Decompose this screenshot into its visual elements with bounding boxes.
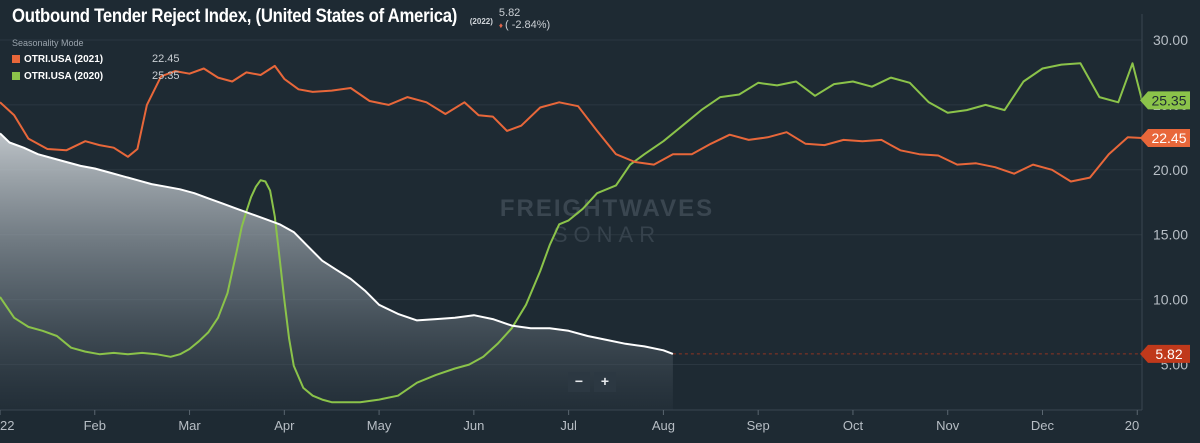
title-values: 5.82 ♦( -2.84%) bbox=[499, 7, 550, 32]
x-tick-label: Apr bbox=[274, 418, 295, 433]
legend-item-2020[interactable]: OTRI.USA (2020) 25.35 bbox=[12, 70, 550, 82]
x-tick-label: Feb bbox=[84, 418, 106, 433]
change-value: ( -2.84%) bbox=[504, 19, 551, 31]
x-tick-label: Jul bbox=[560, 418, 577, 433]
end-label-badge bbox=[1140, 91, 1190, 110]
change-readout: ♦( -2.84%) bbox=[499, 19, 550, 32]
series-line-2021 bbox=[0, 64, 1143, 183]
end-label-text: 25.35 bbox=[1151, 92, 1186, 108]
end-labels: 25.35 22.45 5.82 bbox=[1140, 91, 1190, 363]
current-value: 5.82 bbox=[498, 7, 521, 19]
x-tick-label: Sep bbox=[747, 418, 770, 433]
zoom-in-button[interactable]: + bbox=[594, 372, 616, 392]
end-label-2021: 22.45 bbox=[1140, 128, 1190, 147]
x-tick-label: Dec bbox=[1031, 418, 1055, 433]
y-tick-label: 30.00 bbox=[1153, 32, 1188, 48]
legend-name: OTRI.USA (2020) bbox=[24, 70, 104, 82]
legend-value: 25.35 bbox=[152, 70, 180, 82]
legend-name: OTRI.USA (2021) bbox=[24, 53, 104, 65]
end-label-badge bbox=[1140, 128, 1190, 147]
series-lines bbox=[0, 62, 1143, 404]
y-tick-label: 10.00 bbox=[1153, 292, 1188, 308]
y-tick-label: 15.00 bbox=[1153, 227, 1188, 243]
x-tick-label: Nov bbox=[936, 418, 960, 433]
down-arrow-icon: ♦ bbox=[498, 21, 503, 30]
x-tick-label: May bbox=[367, 418, 392, 433]
watermark-line-1: FREIGHTWAVES bbox=[500, 195, 714, 222]
x-tick-label: Jun bbox=[463, 418, 484, 433]
legend-swatch-2020 bbox=[12, 72, 20, 80]
zoom-out-button[interactable]: − bbox=[568, 372, 590, 392]
chart-header: Outbound Tender Reject Index, (United St… bbox=[12, 6, 550, 82]
y-tick-label: 20.00 bbox=[1153, 162, 1188, 178]
end-label-text: 5.82 bbox=[1155, 346, 1182, 362]
end-label-2022: 5.82 bbox=[1140, 344, 1190, 363]
x-tick-label: Aug bbox=[652, 418, 675, 433]
watermark: FREIGHTWAVES SONAR bbox=[500, 195, 714, 247]
x-axis: 22 Feb Mar Apr May Jun Jul Aug Sep Oct Nov Dec 20 bbox=[0, 409, 1142, 433]
zoom-controls: − + bbox=[568, 372, 620, 392]
end-label-text: 22.45 bbox=[1151, 130, 1186, 146]
legend-swatch-2021 bbox=[12, 55, 20, 63]
series-line-2022 bbox=[0, 132, 674, 355]
x-tick-label: Mar bbox=[178, 418, 201, 433]
series-line-2020 bbox=[0, 62, 1143, 404]
x-tick-label: 22 bbox=[0, 418, 14, 433]
chart-title: Outbound Tender Reject Index, (United St… bbox=[12, 6, 458, 27]
end-label-2020: 25.35 bbox=[1140, 91, 1190, 110]
legend-value: 22.45 bbox=[152, 53, 180, 65]
end-label-badge bbox=[1140, 344, 1190, 363]
x-tick-label: 20 bbox=[1125, 418, 1139, 433]
title-year-tag: (2022) bbox=[469, 17, 493, 26]
x-tick-label: Oct bbox=[843, 418, 864, 433]
watermark-line-2: SONAR bbox=[553, 222, 661, 247]
seasonality-label: Seasonality Mode bbox=[12, 38, 84, 48]
legend-item-2021[interactable]: OTRI.USA (2021) 22.45 bbox=[12, 53, 550, 65]
series-area-2022 bbox=[0, 133, 673, 410]
